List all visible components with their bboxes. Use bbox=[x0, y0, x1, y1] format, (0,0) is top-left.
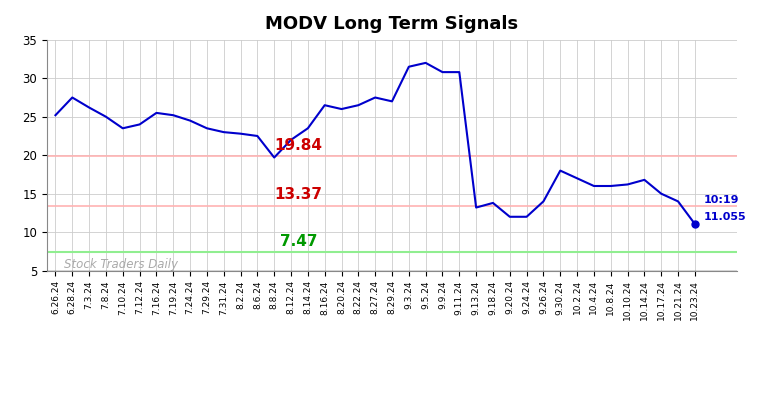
Text: 19.84: 19.84 bbox=[274, 138, 322, 152]
Text: 11.055: 11.055 bbox=[703, 212, 746, 222]
Text: 13.37: 13.37 bbox=[274, 187, 322, 203]
Text: Stock Traders Daily: Stock Traders Daily bbox=[64, 258, 178, 271]
Text: 10:19: 10:19 bbox=[703, 195, 739, 205]
Text: 7.47: 7.47 bbox=[280, 234, 317, 249]
Title: MODV Long Term Signals: MODV Long Term Signals bbox=[266, 15, 518, 33]
